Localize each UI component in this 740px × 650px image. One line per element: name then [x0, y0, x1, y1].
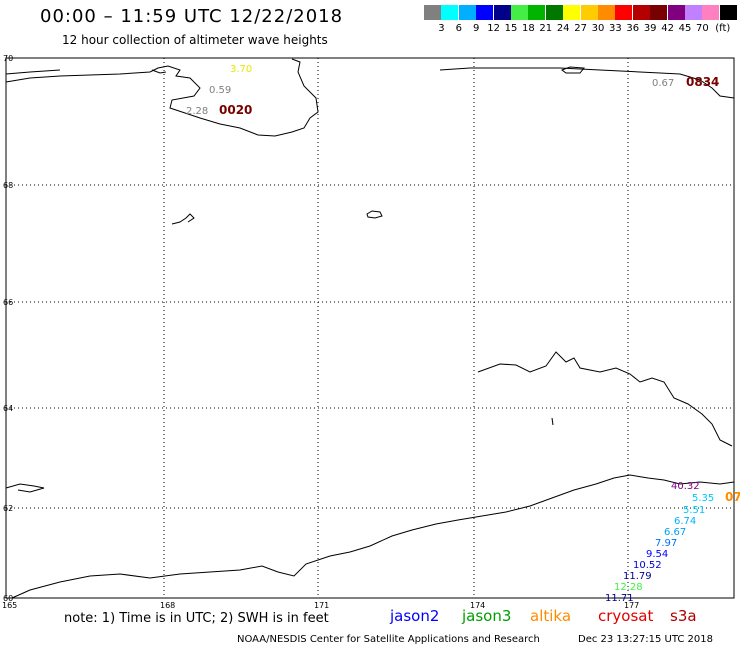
scale-tick-label: 15: [504, 23, 518, 34]
scale-unit-label: (ft): [715, 23, 731, 34]
wave-height-label: 12.28: [614, 582, 643, 593]
map-frame: [5, 57, 735, 599]
scale-swatch: [545, 5, 563, 20]
scale-tick-label: 9: [473, 23, 480, 34]
scale-tick-label: 3: [438, 23, 445, 34]
wave-height-label: 0700: [725, 490, 740, 504]
scale-swatch: [685, 5, 702, 20]
wave-height-label: 6.74: [674, 516, 696, 527]
scale-tick-label: 45: [678, 23, 692, 34]
scale-tick-label: 36: [626, 23, 640, 34]
footer-timestamp: Dec 23 13:27:15 UTC 2018: [578, 634, 713, 645]
scale-swatch: [719, 5, 737, 20]
scale-swatch: [615, 5, 633, 20]
latitude-label: 66: [3, 298, 13, 307]
scale-swatch: [511, 5, 528, 20]
satellite-legend-altika: altika: [530, 607, 572, 625]
scale-tick-label: 42: [661, 23, 674, 34]
page-subtitle: 12 hour collection of altimeter wave hei…: [62, 33, 328, 47]
island-outline: [5, 483, 45, 493]
satellite-legend-jason2: jason2: [390, 607, 440, 625]
coastline: [11, 474, 735, 599]
scale-swatch: [424, 5, 441, 20]
scale-swatch: [650, 5, 668, 20]
scale-swatch: [528, 5, 546, 20]
scale-tick-label: 21: [539, 23, 553, 34]
scale-swatch: [702, 5, 720, 20]
island-outline: [171, 213, 195, 225]
wave-height-label: 11.79: [623, 571, 652, 582]
scale-swatch: [458, 5, 476, 20]
scale-tick-label: 70: [696, 23, 709, 34]
wave-height-label: 0020: [219, 103, 252, 117]
wave-height-label: 0834: [686, 75, 719, 89]
legend-note: note: 1) Time is in UTC; 2) SWH is in fe…: [64, 611, 329, 626]
wave-height-label: 40.32: [671, 481, 700, 492]
scale-tick-label: 24: [556, 23, 570, 34]
coastline: [439, 67, 735, 99]
wave-height-label: 5.35: [692, 493, 714, 504]
scale-tick-label: 18: [522, 23, 535, 34]
wave-height-label: 3.70: [230, 64, 252, 75]
latitude-label: 64: [3, 404, 13, 413]
longitude-label: 171: [314, 601, 329, 610]
wave-height-label: 0.59: [209, 85, 231, 96]
scale-swatch: [476, 5, 494, 20]
longitude-label: 165: [2, 601, 17, 610]
coastline: [477, 351, 733, 447]
wave-height-label: 0.67: [652, 78, 674, 89]
wave-height-label: 6.67: [664, 527, 686, 538]
longitude-label: 174: [470, 601, 485, 610]
scale-swatch: [493, 5, 511, 20]
wave-height-label: 2.28: [186, 106, 208, 117]
scale-swatch: [580, 5, 598, 20]
latitude-label: 68: [3, 181, 13, 190]
longitude-label: 168: [160, 601, 175, 610]
wave-height-label: 11.71: [605, 593, 634, 604]
scale-swatch: [441, 5, 459, 20]
island-outline: [560, 66, 585, 74]
scale-tick-label: 12: [487, 23, 500, 34]
footer-credit: NOAA/NESDIS Center for Satellite Applica…: [237, 634, 540, 645]
island-outline: [366, 210, 383, 219]
scale-tick-label: 33: [609, 23, 622, 34]
coastline: [5, 69, 61, 75]
scale-swatch: [632, 5, 650, 20]
longitude-label: 177: [624, 601, 639, 610]
page-title: 00:00 – 11:59 UTC 12/22/2018: [40, 6, 344, 27]
satellite-legend-jason3: jason3: [462, 607, 512, 625]
scale-tick-label: 30: [591, 23, 605, 34]
island-outline: [551, 417, 554, 426]
wave-height-label: 5.51: [683, 505, 705, 516]
scale-tick-label: 39: [643, 23, 657, 34]
scale-swatch: [563, 5, 581, 20]
scale-tick-label: 6: [455, 23, 462, 34]
scale-tick-label: 27: [574, 23, 587, 34]
wave-height-label: 7.97: [655, 538, 677, 549]
coastline: [5, 58, 319, 137]
latitude-label: 70: [3, 54, 13, 63]
wave-height-label: 9.54: [646, 549, 668, 560]
latitude-label: 60: [3, 594, 13, 603]
scale-swatch: [667, 5, 685, 20]
latitude-label: 62: [3, 504, 13, 513]
satellite-legend-s3a: s3a: [670, 607, 697, 625]
satellite-legend-cryosat: cryosat: [598, 607, 654, 625]
scale-swatch: [598, 5, 615, 20]
coastline: [151, 69, 167, 74]
wave-height-label: 10.52: [633, 560, 662, 571]
